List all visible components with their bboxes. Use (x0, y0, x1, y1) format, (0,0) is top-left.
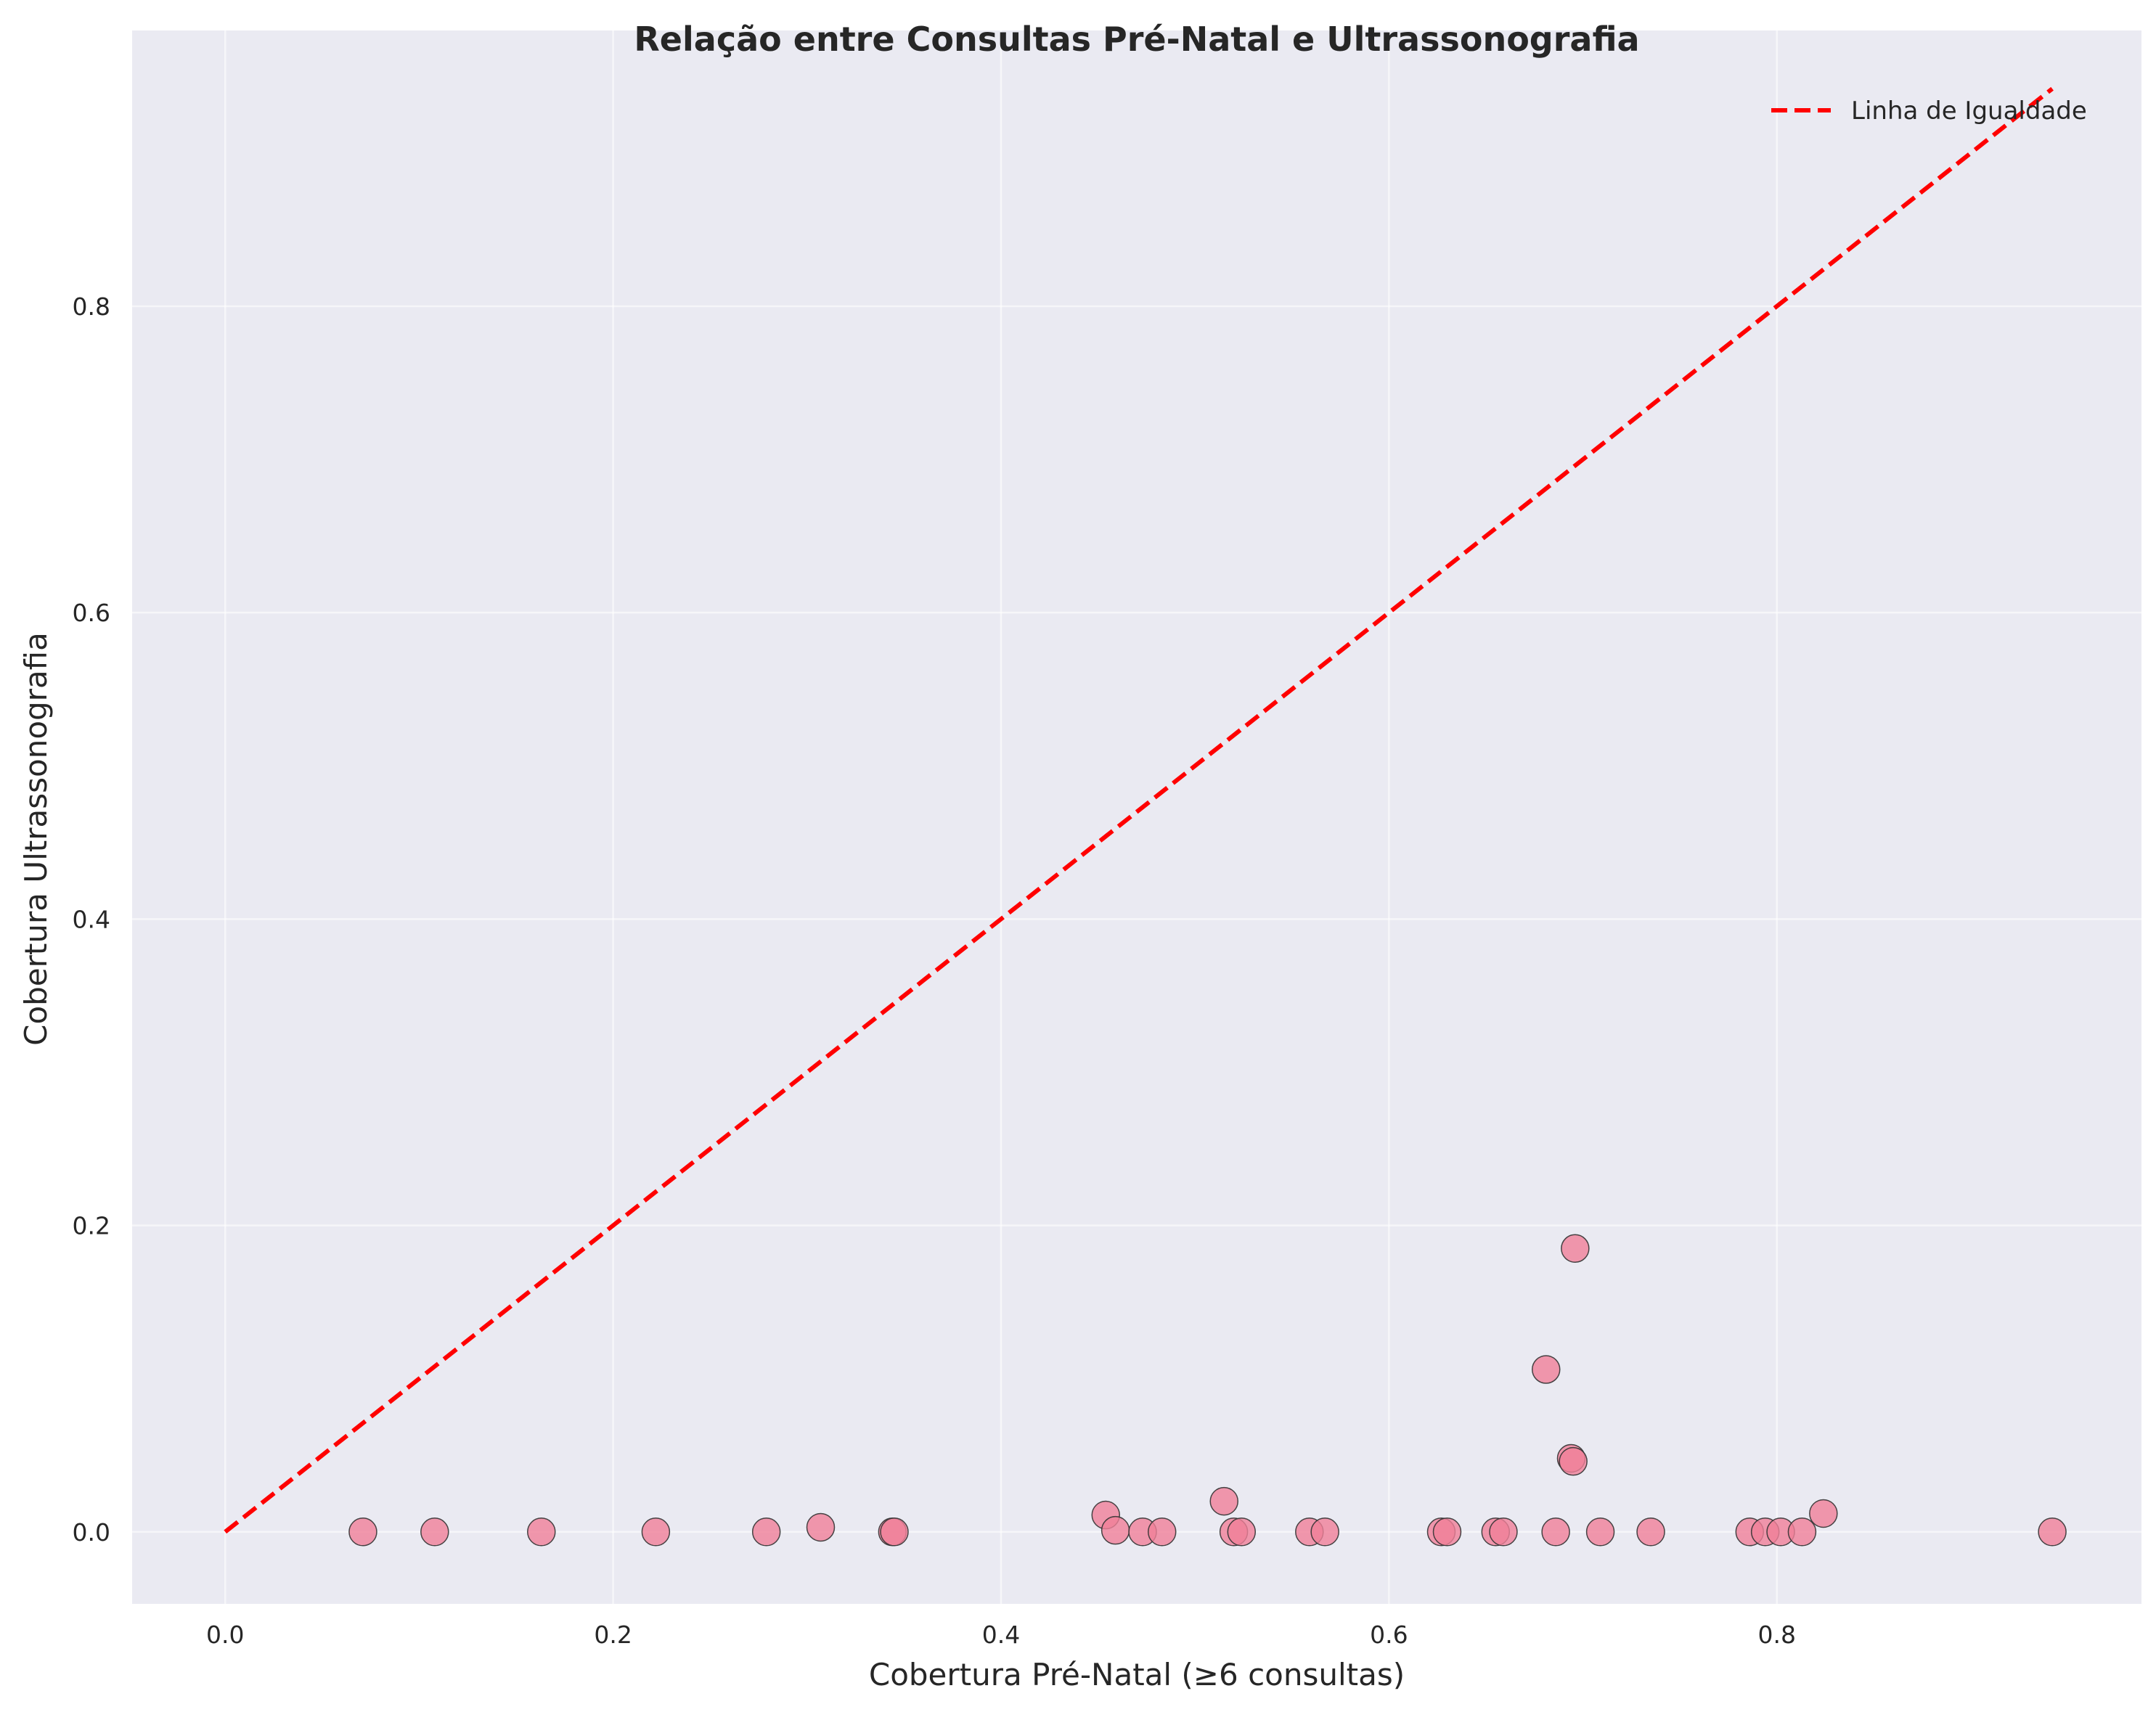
data-point (1227, 1518, 1257, 1547)
data-point (806, 1512, 836, 1542)
data-point (1432, 1518, 1462, 1547)
data-point (1809, 1499, 1838, 1528)
data-point (1541, 1518, 1570, 1547)
data-point (1101, 1515, 1130, 1545)
data-point (2038, 1518, 2067, 1547)
equality-line-group (224, 86, 2054, 1534)
equality-line (224, 86, 2054, 1534)
legend-label: Linha de Igualdade (1851, 97, 2087, 126)
x-tick-label: 0.8 (1757, 1621, 1795, 1649)
data-point (1636, 1518, 1665, 1547)
data-point (1532, 1355, 1561, 1384)
legend: Linha de Igualdade (1771, 97, 2087, 126)
y-tick-label: 0.8 (73, 292, 110, 321)
data-point (1209, 1486, 1238, 1516)
y-tick-labels: 0.0 0.2 0.4 0.6 0.8 (73, 292, 110, 1547)
chart-title: Relação entre Consultas Pré-Natal e Ultr… (634, 20, 1639, 59)
x-tick-label: 0.0 (206, 1621, 244, 1649)
data-points (348, 1234, 2067, 1547)
y-tick-label: 0.0 (73, 1518, 110, 1547)
data-point (1559, 1446, 1588, 1476)
data-point (527, 1518, 556, 1547)
data-point (1561, 1234, 1590, 1263)
x-tick-label: 0.2 (594, 1621, 632, 1649)
data-point (1489, 1518, 1518, 1547)
data-point (1585, 1518, 1615, 1547)
data-point (1310, 1518, 1339, 1547)
x-tick-label: 0.4 (982, 1621, 1020, 1649)
data-point (751, 1518, 781, 1547)
x-tick-labels: 0.0 0.2 0.4 0.6 0.8 (206, 1621, 1796, 1649)
data-point (420, 1518, 449, 1547)
y-tick-label: 0.6 (73, 599, 110, 627)
data-point (348, 1518, 377, 1547)
data-point (1787, 1518, 1817, 1547)
x-tick-label: 0.6 (1370, 1621, 1408, 1649)
data-point (1147, 1518, 1177, 1547)
y-tick-label: 0.4 (73, 905, 110, 933)
x-axis-label: Cobertura Pré-Natal (≥6 consultas) (869, 1657, 1405, 1692)
data-point (880, 1518, 909, 1547)
data-point (641, 1518, 671, 1547)
y-axis-label: Cobertura Ultrassonografia (18, 632, 54, 1046)
y-tick-label: 0.2 (73, 1212, 110, 1240)
